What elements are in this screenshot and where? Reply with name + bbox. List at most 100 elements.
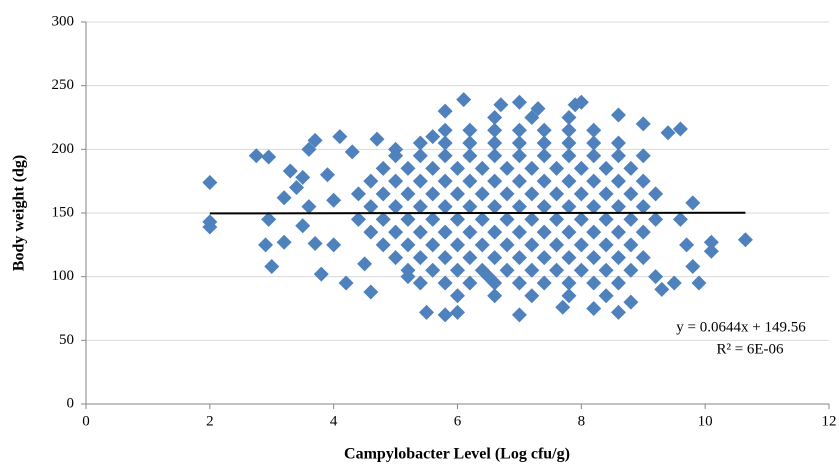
data-point bbox=[363, 224, 379, 240]
data-point bbox=[561, 110, 577, 125]
data-point bbox=[412, 135, 428, 151]
data-point bbox=[598, 237, 614, 253]
data-point bbox=[487, 288, 503, 304]
data-point bbox=[437, 103, 453, 119]
data-point bbox=[437, 199, 453, 215]
data-point bbox=[258, 237, 274, 253]
data-point bbox=[326, 192, 342, 208]
data-point bbox=[511, 224, 527, 240]
data-point bbox=[511, 173, 527, 189]
data-point bbox=[691, 275, 707, 291]
y-tick-label: 0 bbox=[67, 395, 75, 411]
data-point bbox=[276, 190, 292, 206]
x-tick-label: 12 bbox=[822, 413, 837, 429]
data-point bbox=[425, 262, 441, 278]
data-point bbox=[524, 110, 540, 125]
data-point bbox=[586, 250, 602, 266]
data-point bbox=[319, 167, 335, 183]
y-tick-label: 250 bbox=[52, 77, 75, 93]
data-point bbox=[549, 186, 565, 202]
data-point bbox=[388, 250, 404, 266]
data-point bbox=[598, 262, 614, 278]
data-point bbox=[511, 148, 527, 164]
data-point bbox=[524, 262, 540, 278]
data-point bbox=[561, 173, 577, 189]
y-tick-label: 50 bbox=[59, 332, 74, 348]
y-axis-title: Body weight (dg) bbox=[11, 155, 28, 271]
data-point bbox=[363, 284, 379, 300]
data-point bbox=[332, 129, 348, 145]
data-point bbox=[610, 275, 626, 291]
data-point bbox=[536, 122, 552, 138]
data-point bbox=[487, 173, 503, 189]
data-point bbox=[388, 199, 404, 215]
data-point bbox=[357, 256, 373, 272]
data-point bbox=[487, 135, 503, 151]
data-point bbox=[437, 307, 453, 323]
data-point bbox=[703, 234, 719, 250]
data-point bbox=[326, 237, 342, 253]
data-point bbox=[264, 258, 280, 274]
data-point bbox=[487, 148, 503, 164]
x-tick-label: 0 bbox=[82, 413, 90, 429]
data-point bbox=[623, 160, 639, 176]
data-point bbox=[474, 186, 490, 202]
data-point bbox=[672, 211, 688, 227]
data-point bbox=[400, 160, 416, 176]
data-point bbox=[307, 132, 323, 148]
data-point bbox=[350, 186, 366, 202]
data-point bbox=[487, 122, 503, 138]
data-point bbox=[623, 211, 639, 227]
data-point bbox=[610, 107, 626, 123]
data-point bbox=[400, 211, 416, 227]
data-point bbox=[635, 148, 651, 164]
data-point bbox=[462, 148, 478, 164]
data-point bbox=[202, 219, 218, 235]
data-point bbox=[586, 135, 602, 151]
data-point bbox=[635, 116, 651, 132]
data-point bbox=[586, 199, 602, 215]
data-point bbox=[350, 211, 366, 227]
data-point bbox=[499, 211, 515, 227]
data-point bbox=[388, 141, 404, 157]
data-point bbox=[388, 173, 404, 189]
data-point bbox=[648, 269, 664, 285]
data-point bbox=[561, 224, 577, 240]
data-point bbox=[573, 186, 589, 202]
data-point bbox=[412, 275, 428, 291]
data-point bbox=[561, 135, 577, 151]
data-point bbox=[412, 148, 428, 164]
data-point bbox=[437, 224, 453, 240]
data-point bbox=[474, 237, 490, 253]
data-point bbox=[425, 211, 441, 227]
data-point bbox=[450, 160, 465, 176]
data-point bbox=[685, 258, 701, 274]
data-point bbox=[261, 211, 277, 227]
data-point bbox=[437, 250, 453, 266]
data-point bbox=[437, 122, 453, 138]
x-tick-label: 4 bbox=[330, 413, 338, 429]
data-point bbox=[450, 237, 465, 253]
trend-line bbox=[209, 211, 746, 215]
data-point bbox=[412, 173, 428, 189]
data-point bbox=[499, 262, 515, 278]
data-point bbox=[561, 199, 577, 215]
x-tick-label: 8 bbox=[578, 413, 586, 429]
r-squared: R² = 6E-06 bbox=[716, 341, 784, 357]
data-point bbox=[511, 135, 527, 151]
data-point bbox=[536, 250, 552, 266]
data-point bbox=[549, 262, 565, 278]
data-point bbox=[561, 288, 577, 304]
x-tick-label: 2 bbox=[206, 413, 214, 429]
data-point bbox=[375, 237, 391, 253]
data-point bbox=[450, 211, 465, 227]
data-point bbox=[511, 307, 527, 323]
data-point bbox=[685, 195, 701, 211]
data-point bbox=[511, 94, 527, 110]
trend-equation: y = 0.0644x + 149.56 bbox=[676, 319, 806, 335]
data-point bbox=[474, 211, 490, 227]
data-point bbox=[344, 144, 360, 160]
data-point bbox=[703, 243, 719, 259]
data-point bbox=[623, 186, 639, 202]
